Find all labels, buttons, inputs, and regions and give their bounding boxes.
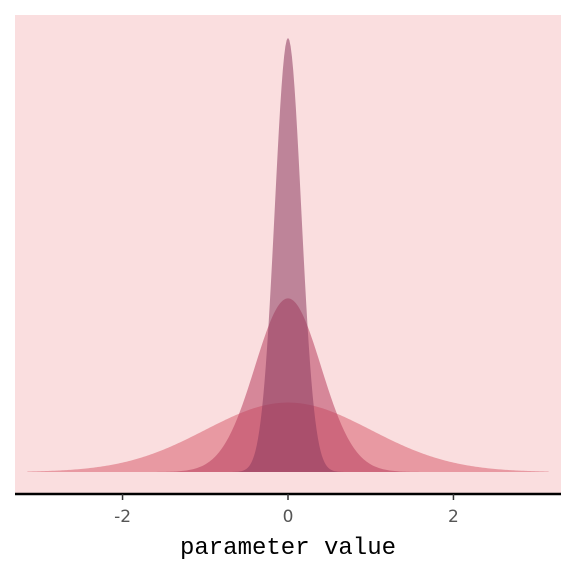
x-axis-ticks: -2 0 2	[114, 494, 459, 527]
x-axis-title: parameter value	[180, 535, 396, 562]
density-area-3	[27, 37, 549, 473]
density-areas	[27, 37, 549, 473]
x-tick-label: -2	[114, 507, 131, 527]
x-tick-label: 0	[283, 507, 294, 527]
x-tick-label: 2	[448, 507, 459, 527]
